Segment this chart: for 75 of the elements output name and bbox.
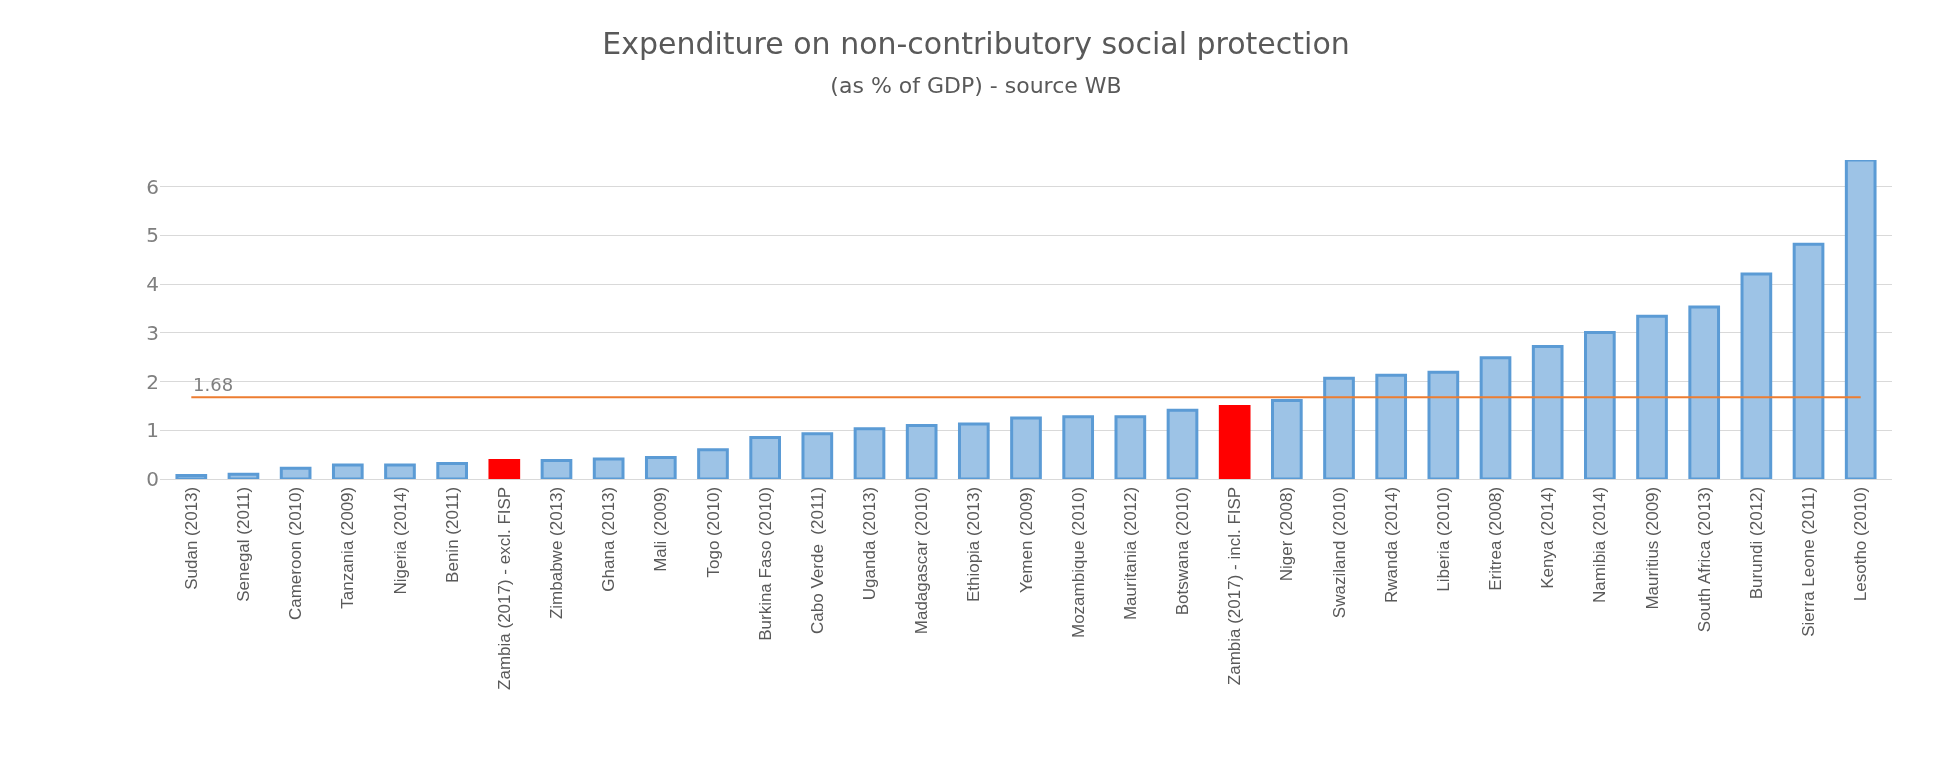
bar — [1531, 345, 1564, 479]
x-tick-label: Lesotho (2010) — [1851, 486, 1871, 602]
y-tick-label: 2 — [146, 369, 159, 394]
x-tick-label: Cameroon (2010) — [286, 486, 306, 621]
x-tick-label: Ghana (2013) — [599, 486, 619, 592]
x-tick-label: Zambia (2017) - incl. FISP — [1225, 486, 1245, 686]
x-tick-label: Eritrea (2008) — [1486, 486, 1506, 591]
bar — [749, 436, 781, 479]
y-tick-label: 1 — [146, 418, 159, 443]
bar — [905, 423, 938, 479]
bar — [540, 458, 573, 479]
bar — [957, 422, 990, 479]
bar — [1688, 305, 1721, 479]
bar — [1114, 415, 1147, 479]
y-tick-label: 6 — [146, 174, 159, 199]
x-tick-label: Sudan (2013) — [181, 486, 201, 590]
x-tick-label: Niger (2008) — [1277, 486, 1297, 582]
x-tick-label: Liberia (2010) — [1433, 486, 1453, 592]
bar — [1427, 370, 1460, 479]
bar — [1479, 356, 1512, 479]
bar — [175, 474, 208, 479]
x-tick-label: Mauritania (2012) — [1120, 486, 1140, 621]
x-tick-label: Burundi (2012) — [1746, 486, 1766, 600]
x-tick-label: Sierra Leone (2011) — [1799, 486, 1819, 637]
bar — [1166, 408, 1199, 479]
bar — [384, 463, 416, 479]
x-tick-label: Rwanda (2014) — [1381, 486, 1401, 604]
bar — [1375, 373, 1408, 479]
bar — [1271, 399, 1303, 479]
x-tick-label: Senegal (2011) — [233, 486, 253, 602]
x-tick-label: Tanzania (2009) — [338, 486, 358, 609]
bar — [592, 457, 625, 479]
bar — [1218, 404, 1251, 479]
x-tick-label: Burkina Faso (2010) — [755, 486, 775, 641]
bar — [227, 472, 260, 479]
bar — [1062, 415, 1095, 479]
x-tick-label: South Africa (2013) — [1694, 486, 1714, 633]
x-tick-label: Ethiopia (2013) — [964, 486, 984, 603]
bar — [331, 463, 364, 479]
ref-line-label: 1.68 — [193, 374, 234, 395]
x-tick-label: Cabo Verde (2011) — [807, 486, 827, 634]
x-tick-label: Botswana (2010) — [1173, 486, 1193, 616]
bar — [697, 448, 729, 479]
bar — [1010, 416, 1042, 479]
bar — [1636, 314, 1668, 479]
x-tick-label: Madagascar (2010) — [912, 486, 932, 635]
bar — [1792, 242, 1825, 479]
chart-title: Expenditure on non-contributory social protection — [602, 25, 1350, 61]
x-tick-label: Togo (2010) — [703, 486, 723, 578]
x-tick-label: Swaziland (2010) — [1329, 486, 1349, 619]
bar — [644, 456, 677, 479]
x-tick-label: Zimbabwe (2013) — [547, 486, 567, 620]
x-tick-label: Kenya (2014) — [1538, 486, 1558, 589]
bar — [436, 461, 468, 479]
y-tick-label: 3 — [146, 320, 159, 345]
chart-subtitle: (as % of GDP) - source WB — [830, 72, 1122, 98]
x-tick-label: Uganda (2013) — [860, 486, 880, 601]
bar — [1323, 376, 1355, 479]
x-tick-label: Mauritius (2009) — [1642, 486, 1662, 610]
bar — [1584, 330, 1616, 479]
x-tick-label: Mali (2009) — [651, 486, 671, 572]
x-tick-label: Nigeria (2014) — [390, 486, 410, 595]
bar — [488, 458, 521, 479]
x-tick-label: Mozambique (2010) — [1068, 486, 1088, 638]
x-tick-label: Benin (2011) — [442, 486, 462, 583]
bar — [801, 432, 834, 479]
bar — [1740, 272, 1773, 479]
x-tick-label: Zambia (2017) - excl. FISP — [494, 486, 514, 690]
y-tick-label: 5 — [146, 223, 159, 248]
x-tick-label: Namibia (2014) — [1590, 486, 1610, 604]
x-tick-label: Yemen (2009) — [1016, 486, 1036, 593]
y-tick-label: 0 — [146, 467, 159, 491]
bar — [853, 427, 886, 479]
y-tick-label: 4 — [146, 272, 159, 297]
bar — [279, 466, 312, 479]
